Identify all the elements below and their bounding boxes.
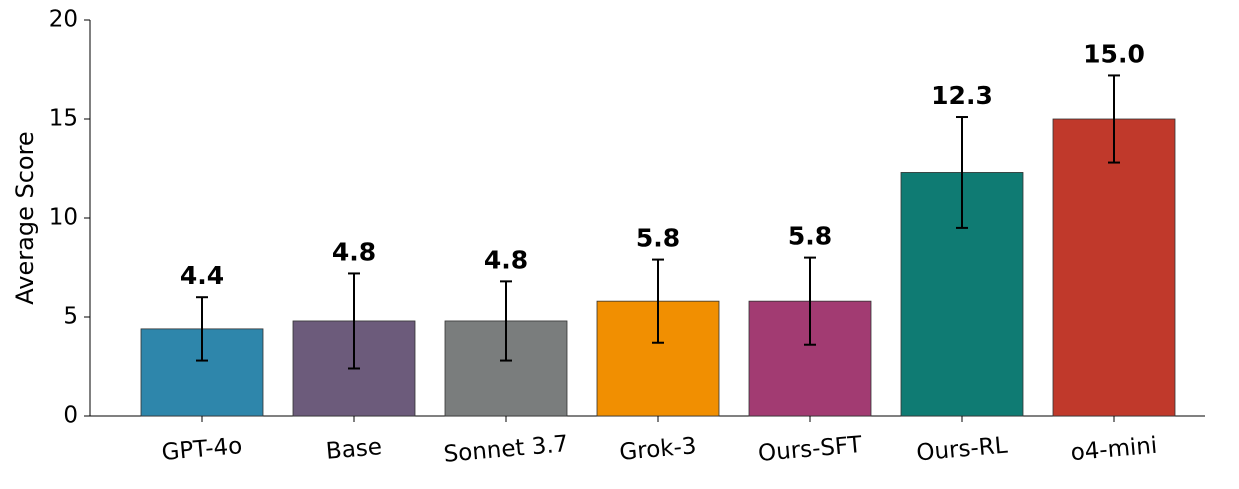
- x-tick-label: o4-mini: [1070, 433, 1159, 466]
- y-tick-label: 15: [49, 106, 78, 132]
- y-axis-label: Average Score: [11, 131, 39, 304]
- value-label: 12.3: [931, 81, 993, 110]
- y-tick-label: 10: [49, 205, 78, 231]
- value-label: 15.0: [1083, 39, 1145, 68]
- value-label: 4.8: [332, 237, 376, 266]
- value-label: 4.8: [484, 245, 528, 274]
- x-tick-label: Sonnet 3.7: [443, 431, 570, 468]
- y-tick-label: 0: [63, 403, 78, 429]
- value-label: 5.8: [636, 224, 680, 253]
- y-tick-label: 5: [63, 304, 78, 330]
- bar: [1052, 118, 1176, 417]
- y-tick-label: 20: [49, 7, 78, 33]
- value-label: 5.8: [788, 222, 832, 251]
- x-tick-label: Ours-SFT: [757, 432, 864, 467]
- value-label: 4.4: [180, 261, 224, 290]
- x-tick-label: Base: [325, 434, 383, 465]
- x-tick-label: Ours-RL: [915, 433, 1008, 467]
- x-tick-label: GPT-4o: [161, 433, 244, 466]
- x-tick-label: Grok-3: [618, 433, 697, 466]
